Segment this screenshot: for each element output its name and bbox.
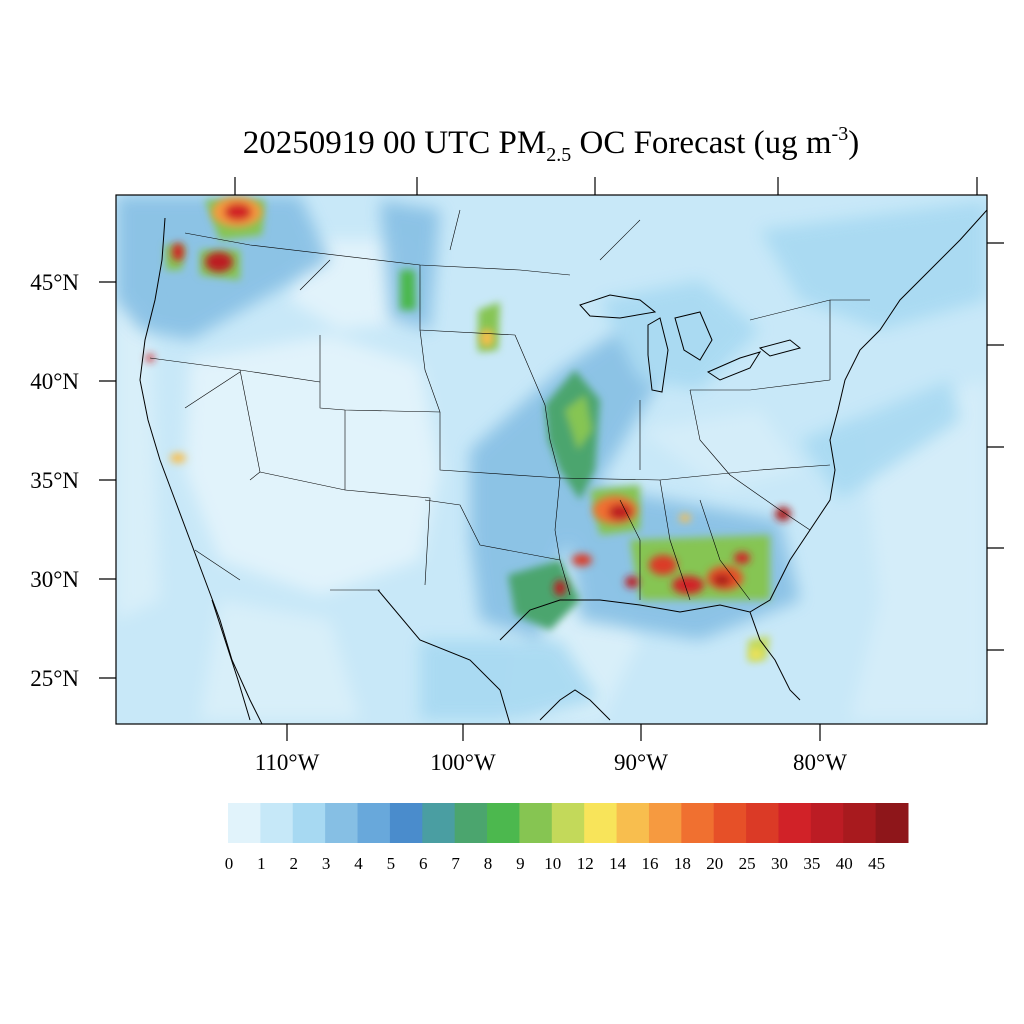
- colorbar-label: 7: [451, 854, 460, 873]
- colorbar-swatch: [357, 803, 391, 843]
- colorbar-swatch: [746, 803, 779, 843]
- colorbar-swatch: [551, 803, 585, 843]
- colorbar-label: 10: [544, 854, 561, 873]
- national-boundaries: [299, 209, 641, 291]
- colorbar-label: 3: [322, 854, 331, 873]
- map-frame: [115, 194, 988, 725]
- lon-label-110: 110°W: [255, 750, 320, 775]
- colorbar-label: 16: [641, 854, 658, 873]
- great-lakes: [579, 294, 802, 393]
- bottom-ticks: [286, 724, 821, 741]
- colorbar-label: 20: [706, 854, 723, 873]
- colorbar-label: 5: [387, 854, 396, 873]
- lon-label-90: 90°W: [614, 750, 668, 775]
- colorbar-label: 0: [225, 854, 234, 873]
- latitude-labels: 45°N 40°N 35°N 30°N 25°N: [30, 270, 79, 691]
- lat-label-30: 30°N: [30, 567, 79, 592]
- colorbar-label: 30: [771, 854, 788, 873]
- colorbar-label: 12: [577, 854, 594, 873]
- high-concentration-hotspots: [146, 197, 791, 659]
- lat-label-25: 25°N: [30, 666, 79, 691]
- colorbar-swatch: [325, 803, 359, 843]
- colorbar-label: 2: [290, 854, 299, 873]
- left-ticks: [99, 281, 116, 679]
- colorbar-swatch: [681, 803, 715, 843]
- colorbar-swatch: [422, 803, 456, 843]
- colorbar-label: 40: [836, 854, 853, 873]
- colorbar-swatch: [584, 803, 618, 843]
- colorbar-swatch: [389, 803, 423, 843]
- colorbar-swatch: [616, 803, 650, 843]
- map-title: 20250919 00 UTC PM2.5 OC Forecast (ug m-…: [243, 123, 859, 166]
- colorbar-swatch: [292, 803, 326, 843]
- lon-label-80: 80°W: [793, 750, 847, 775]
- colorbar-label: 25: [739, 854, 756, 873]
- colorbar-label: 4: [354, 854, 363, 873]
- colorbar-label: 1: [257, 854, 266, 873]
- colorbar-swatch: [260, 803, 294, 843]
- colorbar-swatch: [648, 803, 682, 843]
- colorbar-label: 35: [803, 854, 820, 873]
- colorbar-swatch: [778, 803, 812, 843]
- colorbar-swatch: [810, 803, 844, 843]
- colorbar-swatch: [713, 803, 747, 843]
- top-ticks: [234, 177, 978, 195]
- lon-label-100: 100°W: [430, 750, 496, 775]
- lat-label-45: 45°N: [30, 270, 79, 295]
- colorbar-label: 9: [516, 854, 525, 873]
- colorbar-swatch: [843, 803, 877, 843]
- colorbar: 0 1 2 3 4 5 6 7 8 9 10 12 14 16 18 20 25 30 35 40 45: [225, 803, 909, 873]
- colorbar-label: 45: [868, 854, 885, 873]
- colorbar-label: 8: [484, 854, 493, 873]
- state-boundaries: [149, 232, 870, 601]
- map-area: [116, 195, 987, 724]
- colorbar-swatch: [228, 803, 261, 843]
- lat-label-35: 35°N: [30, 468, 79, 493]
- colorbar-swatch: [487, 803, 520, 843]
- colorbar-label: 14: [609, 854, 627, 873]
- colorbar-label: 18: [674, 854, 691, 873]
- colorbar-swatch: [454, 803, 488, 843]
- coastlines: [139, 209, 987, 724]
- lat-label-40: 40°N: [30, 369, 79, 394]
- right-ticks: [987, 242, 1004, 651]
- colorbar-swatch: [875, 803, 909, 843]
- longitude-labels: 110°W 100°W 90°W 80°W: [255, 750, 848, 775]
- colorbar-label: 6: [419, 854, 428, 873]
- colorbar-swatch: [519, 803, 553, 843]
